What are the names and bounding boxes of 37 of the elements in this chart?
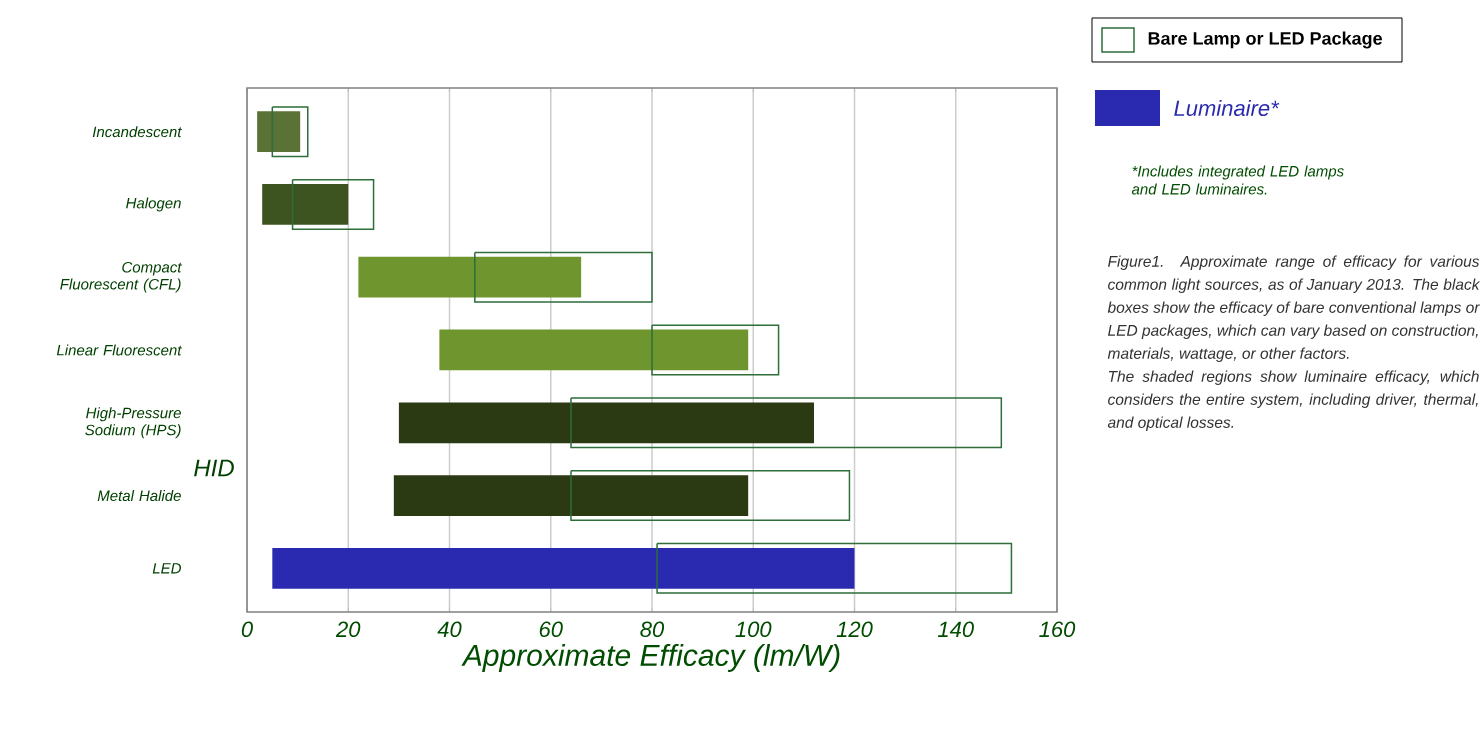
x-tick-label: 40 <box>437 621 462 638</box>
bar <box>291 178 375 230</box>
bar <box>398 402 814 444</box>
y-tick-label: Incandescent <box>92 126 182 138</box>
bar <box>439 329 749 371</box>
bar <box>651 324 780 376</box>
y-tick-label: Halogen <box>126 197 181 212</box>
legend-label: Luminaire* <box>1174 99 1280 117</box>
bar <box>570 397 1003 449</box>
bar <box>272 547 855 589</box>
bar <box>257 111 301 153</box>
text: The shaded regions show luminaire efficacy, which considers the entire system, including driver, thermal, and optical losses. <box>1107 370 1479 431</box>
bar <box>393 475 749 516</box>
x-tick-label: 120 <box>836 621 873 638</box>
x-tick-label: 0 <box>241 621 253 638</box>
x-tick-label: 100 <box>735 621 772 638</box>
bar <box>358 256 582 298</box>
bar <box>474 251 653 303</box>
legend-label: Bare Lamp or LED Package <box>1148 31 1382 49</box>
caption: Figure1. Approximate range of efficacy for various common light sources, as of January 2013. The black boxes show the efficacy of bare conventional lamps or LED packages, which can vary based on construction, materials, wattage, or other factors. <box>1107 255 1481 362</box>
x-tick-label: 60 <box>539 621 563 638</box>
bar <box>271 106 309 158</box>
x-tick-label: 80 <box>640 621 665 638</box>
x-tick-label: 140 <box>937 621 974 638</box>
text: *Includes integrated LED lamps and LED luminaires. <box>1131 165 1344 195</box>
y-tick-label: High-Pressure Sodium (HPS) <box>85 407 181 439</box>
bar <box>570 470 851 522</box>
y-tick-label: LED <box>152 563 181 574</box>
x-tick-label: 160 <box>1039 621 1076 638</box>
x-tick-label: 20 <box>335 621 361 638</box>
x-axis-title: Approximate Efficacy (lm/W) <box>461 643 840 672</box>
y-tick-label: Metal Halide <box>97 490 181 502</box>
bar <box>262 184 349 225</box>
y-tick-label: Compact Fluorescent (CFL) <box>60 261 182 293</box>
bar <box>656 542 1013 594</box>
y-tick-label: Linear Fluorescent <box>56 344 182 356</box>
text: HID <box>194 459 234 477</box>
